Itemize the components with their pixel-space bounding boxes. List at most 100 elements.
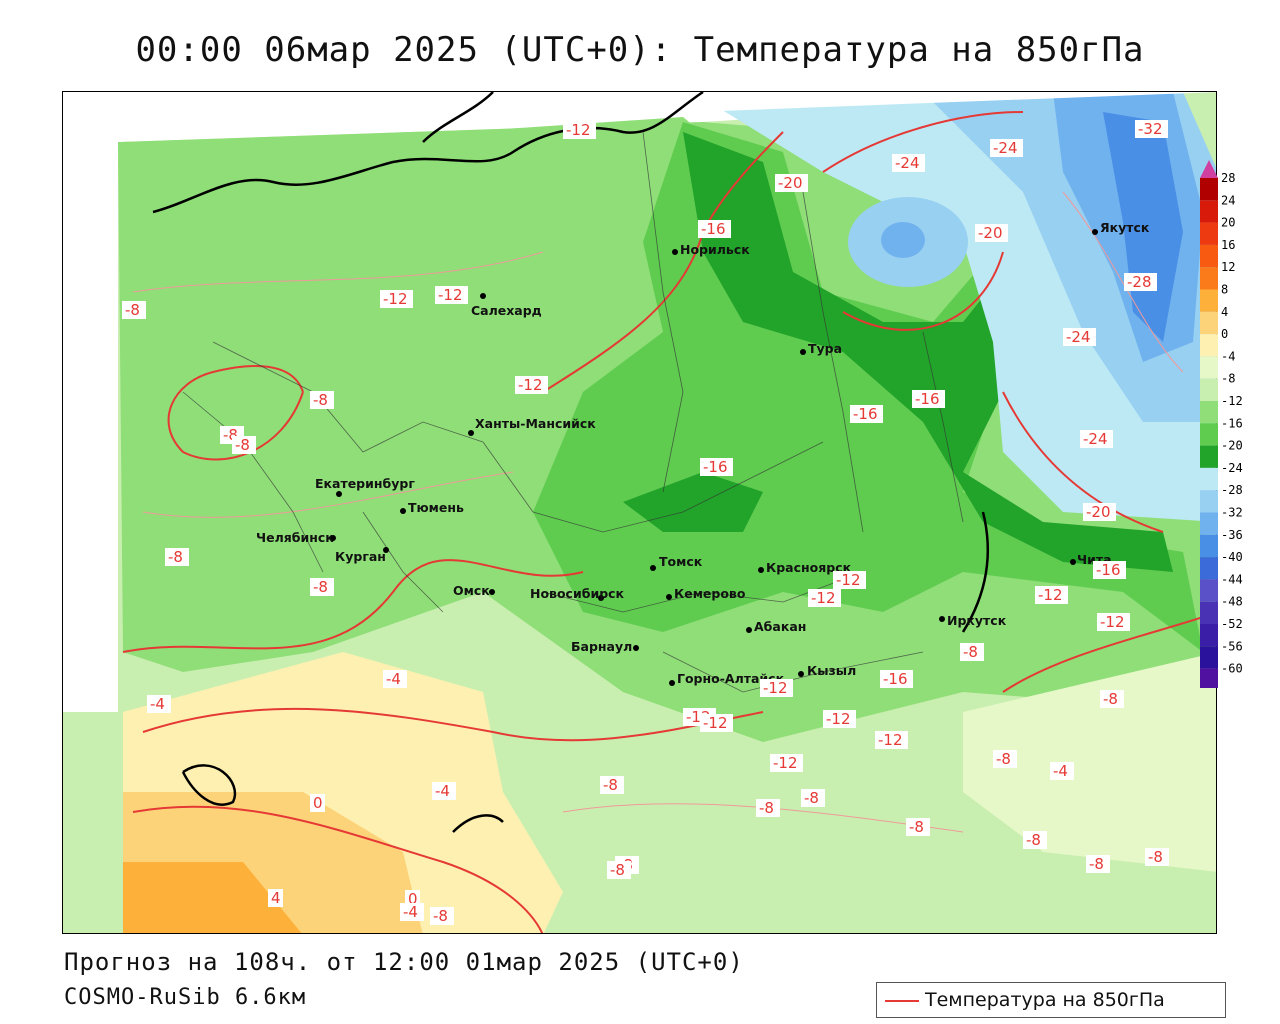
contour-label: -8: [1089, 855, 1104, 873]
svg-text:Иркутск: Иркутск: [947, 613, 1007, 628]
contour-label-bg: [1080, 430, 1113, 448]
scale-swatch: [1200, 646, 1218, 669]
scale-tick-label: -28: [1221, 483, 1243, 497]
map-canvas: Салехард Норильск Тура Якутск Ханты-Манс…: [63, 92, 1216, 933]
contour-label: -12: [763, 679, 788, 697]
temperature-map[interactable]: Салехард Норильск Тура Якутск Ханты-Манс…: [62, 91, 1217, 934]
scale-swatch: [1200, 601, 1218, 624]
contour-label: -8: [1148, 848, 1163, 866]
contour-label: -4: [1053, 762, 1068, 780]
contour-label-bg: [432, 782, 456, 800]
city-novosibirsk: Новосибирск: [530, 586, 625, 601]
svg-text:Тюмень: Тюмень: [408, 500, 464, 515]
contour-label: -16: [915, 390, 940, 408]
contour-label-bg: [268, 889, 283, 907]
contour-label: -8: [1103, 690, 1118, 708]
scale-tick-label: 8: [1221, 283, 1228, 297]
contour-label: -8: [996, 750, 1011, 768]
contour-label-bg: [435, 286, 468, 304]
contour-label-bg: [756, 799, 780, 817]
svg-text:Абакан: Абакан: [754, 619, 806, 634]
scale-swatch: [1200, 624, 1218, 647]
contour-label-bg: [912, 390, 945, 408]
city-krasnoyarsk: Красноярск: [758, 560, 852, 575]
contour-label: -12: [566, 121, 591, 139]
contour-label-bg: [1050, 762, 1074, 780]
scale-tick-label: -40: [1221, 550, 1243, 564]
svg-text:Красноярск: Красноярск: [766, 560, 852, 575]
scale-swatch: [1200, 423, 1218, 446]
scale-top-arrow: [1200, 160, 1218, 178]
contour-label-bg: [232, 436, 256, 454]
contour-label: -16: [703, 458, 728, 476]
svg-text:Ханты-Мансийск: Ханты-Мансийск: [475, 416, 596, 431]
contour-label: -12: [811, 589, 836, 607]
contour-label-bg: [880, 670, 913, 688]
contour-label: -8: [610, 861, 625, 879]
scale-tick-label: -44: [1221, 572, 1243, 586]
contour-label: -24: [1083, 430, 1108, 448]
scale-swatch: [1200, 244, 1218, 268]
scale-tick-label: -12: [1221, 394, 1243, 408]
contour-label-bg: [850, 405, 883, 423]
svg-text:Якутск: Якутск: [1100, 220, 1150, 235]
scale-tick-label: -56: [1221, 639, 1243, 653]
scale-swatch: [1200, 467, 1218, 491]
svg-text:Новосибирск: Новосибирск: [530, 586, 625, 601]
contour-label-bg: [700, 714, 733, 732]
contour-label-bg: [310, 578, 334, 596]
contour-label: -12: [1100, 613, 1125, 631]
contour-label-bg: [380, 290, 413, 308]
contour-label-bg: [833, 571, 866, 589]
contour-label: 4: [271, 889, 281, 907]
contour-label-bg: [823, 710, 856, 728]
contour-label-bg: [700, 458, 733, 476]
contour-label: -8: [313, 578, 328, 596]
contour-labels: -12-12 -12-8-8-8-8-8-12-16-20-24-24-20-32…: [122, 120, 1216, 925]
scale-swatch: [1200, 334, 1218, 357]
scale-swatch: [1200, 490, 1218, 513]
contour-label: -8: [603, 776, 618, 794]
region-darker-green: [683, 132, 1173, 572]
contour-label-bg: [801, 789, 825, 807]
contour-label: -12: [878, 731, 903, 749]
contour-label-bg: [310, 794, 325, 812]
svg-text:Кемерово: Кемерово: [674, 586, 746, 601]
svg-text:Омск: Омск: [453, 583, 490, 598]
svg-text:Тура: Тура: [808, 341, 842, 356]
contour-label: -8: [963, 643, 978, 661]
svg-text:Горно-Алтайск: Горно-Алтайск: [677, 671, 785, 686]
city-irkutsk: Иркутск: [939, 613, 1007, 628]
contour-label: -12: [383, 290, 408, 308]
color-scale-bar: 28 24 20 16 12 8 4 0 -4 -8 -12 -16 -20 -24 -28 -32 -36 -4…: [1200, 160, 1243, 709]
region-white-left: [63, 92, 118, 712]
model-name: COSMO-RuSib 6.6км: [64, 985, 307, 1010]
contour-label: -8: [759, 799, 774, 817]
scale-swatch: [1200, 289, 1218, 312]
scale-tick-label: -32: [1221, 506, 1243, 520]
contour-label-bg: [993, 750, 1017, 768]
contour-label-bg: [698, 220, 731, 238]
contour-label-bg: [600, 776, 624, 794]
scale-swatch: [1200, 222, 1218, 245]
scale-tick-label: -52: [1221, 617, 1243, 631]
contour-label-bg: [775, 174, 808, 192]
legend-label: Температура на 850гПа: [925, 989, 1165, 1011]
map-legend: Температура на 850гПа: [876, 982, 1226, 1018]
contour-label: -28: [1127, 273, 1152, 291]
scale-tick-label: 16: [1221, 238, 1235, 252]
contour-label-bg: [1083, 503, 1116, 521]
scale-tick-label: -8: [1221, 372, 1235, 386]
contour-label-bg: [1097, 613, 1130, 631]
contour-label: -8: [909, 818, 924, 836]
scale-tick-label: -16: [1221, 416, 1243, 430]
contour-label: -20: [978, 224, 1003, 242]
color-scale: 28 24 20 16 12 8 4 0 -4 -8 -12 -16 -20 -24 -28 -32 -36 -4…: [1198, 158, 1280, 709]
contour-label: -4: [386, 670, 401, 688]
contour-label: -8: [1026, 831, 1041, 849]
city-ekaterinburg: Екатеринбург: [315, 476, 415, 497]
svg-text:Курган: Курган: [335, 549, 386, 564]
scale-tick-label: 4: [1221, 305, 1228, 319]
region-pale-south-east: [963, 652, 1216, 872]
contour-label: -20: [1086, 503, 1111, 521]
